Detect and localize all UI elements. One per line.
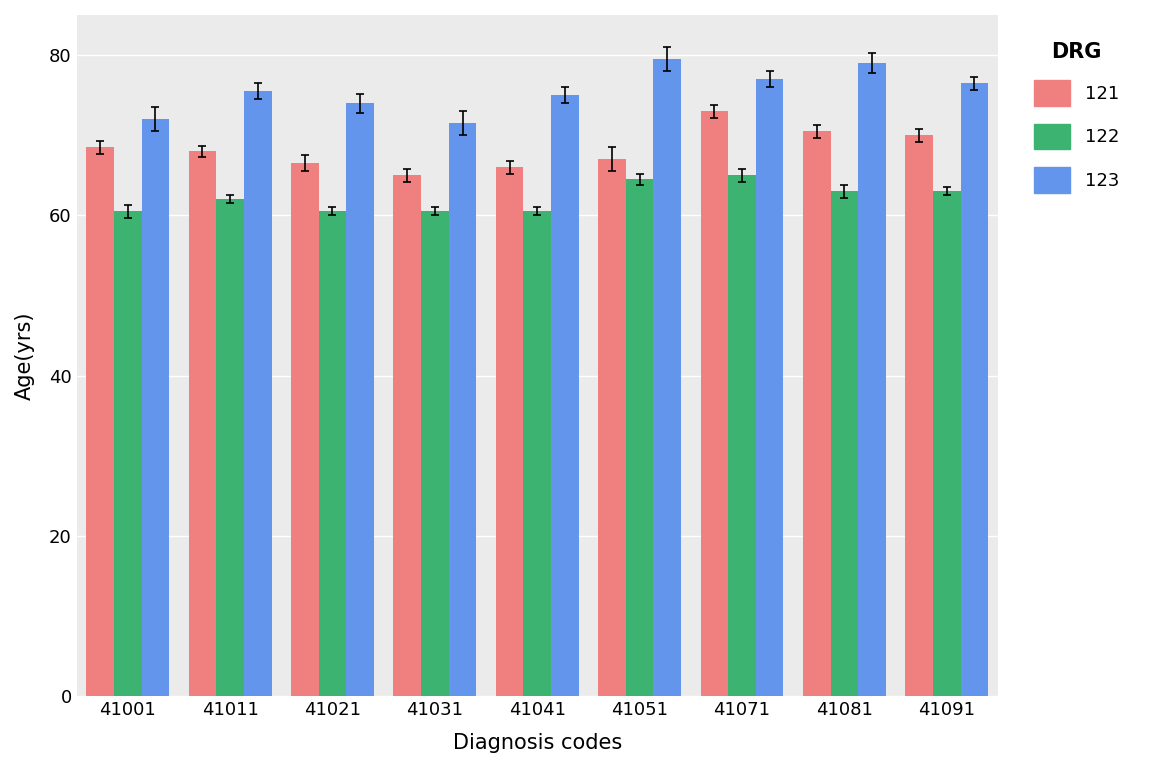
Bar <box>448 123 476 697</box>
Bar <box>858 63 886 697</box>
Bar <box>114 211 142 697</box>
Bar <box>653 59 681 697</box>
Bar <box>700 111 728 697</box>
Bar <box>551 95 578 697</box>
Y-axis label: Age(yrs): Age(yrs) <box>15 311 35 400</box>
Bar <box>189 151 217 697</box>
Bar <box>393 175 420 697</box>
X-axis label: Diagnosis codes: Diagnosis codes <box>453 733 622 753</box>
Bar <box>86 147 114 697</box>
Bar <box>347 103 374 697</box>
Bar <box>420 211 448 697</box>
Bar <box>626 179 653 697</box>
Bar <box>495 167 523 697</box>
Bar <box>961 83 988 697</box>
Bar <box>523 211 551 697</box>
Bar <box>291 164 319 697</box>
Bar <box>319 211 347 697</box>
Bar <box>244 91 272 697</box>
Bar <box>803 131 831 697</box>
Bar <box>598 159 626 697</box>
Bar <box>831 191 858 697</box>
Bar <box>933 191 961 697</box>
Bar <box>142 119 169 697</box>
Bar <box>756 79 783 697</box>
Bar <box>217 200 244 697</box>
Bar <box>728 175 756 697</box>
Legend: 121, 122, 123: 121, 122, 123 <box>1016 24 1137 211</box>
Bar <box>905 135 933 697</box>
